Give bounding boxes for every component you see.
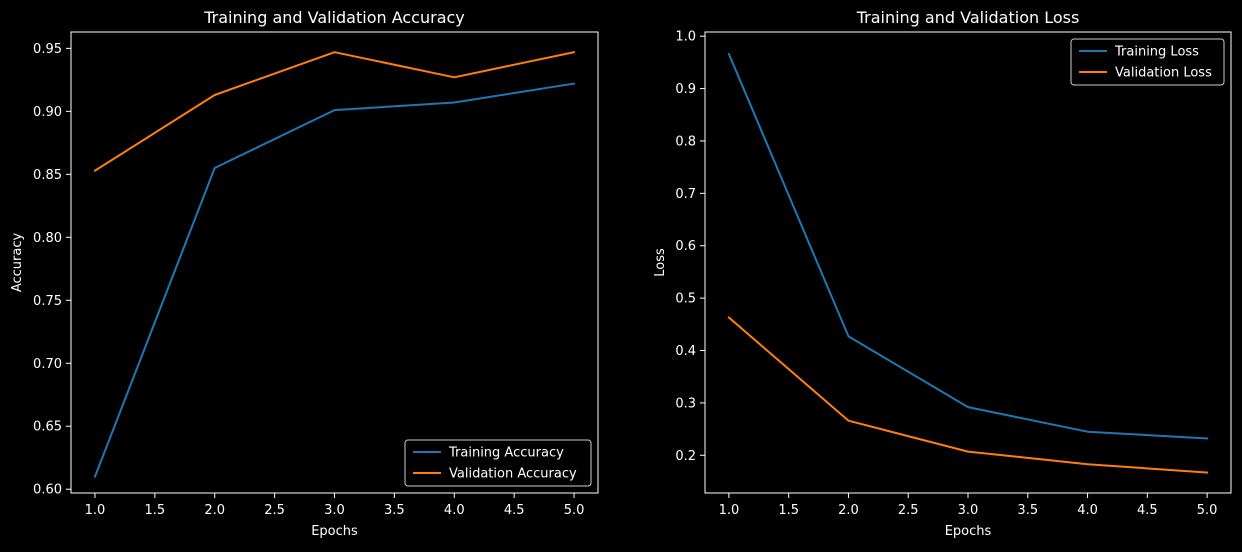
loss-y-tick-label: 0.7 <box>675 187 696 202</box>
accuracy-x-tick-label: 2.5 <box>264 503 285 518</box>
loss-legend-label-1: Validation Loss <box>1115 66 1212 81</box>
accuracy-y-tick-label: 0.80 <box>33 231 62 246</box>
loss-legend-label-0: Training Loss <box>1114 45 1199 60</box>
loss-x-tick-label: 2.0 <box>838 503 859 518</box>
loss-x-tick-label: 2.5 <box>898 503 919 518</box>
accuracy-y-axis-label: Accuracy <box>10 233 25 293</box>
loss-legend: Training Loss Validation Loss <box>1071 39 1224 85</box>
loss-y-tick-label: 0.2 <box>675 449 696 464</box>
accuracy-x-axis-label: Epochs <box>311 524 358 539</box>
loss-x-tick-label: 3.0 <box>958 503 979 518</box>
loss-y-axis-label: Loss <box>653 248 668 277</box>
loss-x-tick-label: 1.5 <box>778 503 799 518</box>
loss-x-tick-label: 5.0 <box>1197 503 1218 518</box>
loss-chart-title: Training and Validation Loss <box>856 8 1080 27</box>
accuracy-series-line-1 <box>95 52 574 170</box>
accuracy-y-tick-label: 0.95 <box>33 42 62 57</box>
loss-y-tick-label: 0.4 <box>675 344 696 359</box>
accuracy-y-tick-label: 0.90 <box>33 105 62 120</box>
loss-y-tick-label: 0.9 <box>675 82 696 97</box>
accuracy-series-line-0 <box>95 84 574 477</box>
accuracy-y-tick-label: 0.75 <box>33 294 62 309</box>
accuracy-x-tick-label: 5.0 <box>564 503 585 518</box>
loss-x-axis-label: Epochs <box>945 524 992 539</box>
accuracy-y-tick-label: 0.85 <box>33 168 62 183</box>
loss-subplot: 1.0 1.5 2.0 2.5 3.0 3.5 4.0 4.5 5.0 0.2 0.3 0.4 0.5 0… <box>653 8 1231 539</box>
accuracy-legend: Training Accuracy Validation Accuracy <box>405 440 591 486</box>
loss-y-tick-label: 0.5 <box>675 292 696 307</box>
accuracy-x-tick-label: 2.0 <box>204 503 225 518</box>
accuracy-axes-frame <box>71 32 598 493</box>
loss-y-tick-label: 0.3 <box>675 396 696 411</box>
accuracy-y-tick-label: 0.65 <box>33 420 62 435</box>
loss-y-tick-label: 1.0 <box>675 30 696 45</box>
accuracy-y-tick-label: 0.60 <box>33 483 62 498</box>
accuracy-x-tick-label: 4.5 <box>504 503 525 518</box>
loss-x-tick-label: 3.5 <box>1017 503 1038 518</box>
loss-y-tick-label: 0.8 <box>675 134 696 149</box>
loss-series-line-0 <box>729 54 1207 439</box>
loss-x-tick-label: 1.0 <box>719 503 740 518</box>
loss-x-tick-label: 4.0 <box>1077 503 1098 518</box>
loss-y-tick-label: 0.6 <box>675 239 696 254</box>
accuracy-legend-label-1: Validation Accuracy <box>449 467 577 482</box>
accuracy-x-tick-label: 3.0 <box>324 503 345 518</box>
accuracy-y-tick-label: 0.70 <box>33 357 62 372</box>
accuracy-x-tick-label: 3.5 <box>384 503 405 518</box>
accuracy-subplot: 1.0 1.5 2.0 2.5 3.0 3.5 4.0 4.5 5.0 0.60 0.65 0.70 0… <box>10 8 598 539</box>
accuracy-x-tick-label: 4.0 <box>444 503 465 518</box>
loss-series-line-1 <box>729 318 1207 473</box>
accuracy-chart-title: Training and Validation Accuracy <box>203 8 465 27</box>
loss-x-tick-label: 4.5 <box>1137 503 1158 518</box>
accuracy-legend-label-0: Training Accuracy <box>448 446 564 461</box>
loss-axes-frame <box>705 32 1231 493</box>
accuracy-x-tick-label: 1.0 <box>85 503 106 518</box>
accuracy-x-tick-label: 1.5 <box>144 503 165 518</box>
